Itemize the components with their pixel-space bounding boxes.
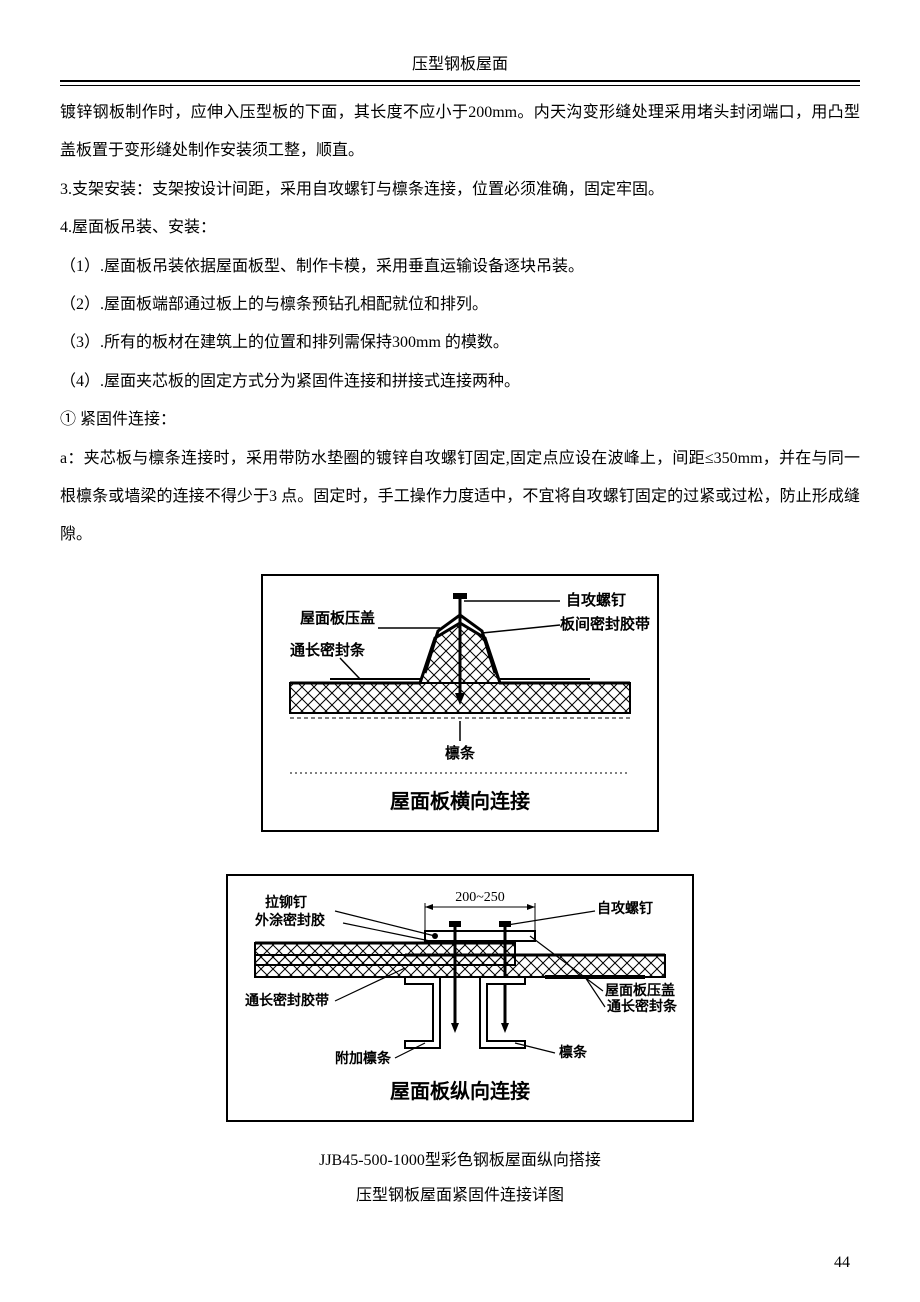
figure2-title: 屋面板纵向连接 bbox=[390, 1079, 530, 1103]
paragraph: a：夹芯板与檩条连接时，采用带防水垫圈的镀锌自攻螺钉固定,固定点应设在波峰上，间… bbox=[60, 440, 860, 555]
figure-caption-line1: JJB45-500-1000型彩色钢板屋面纵向搭接 bbox=[60, 1143, 860, 1178]
body-text: 镀锌钢板制作时，应伸入压型板的下面，其长度不应小于200mm。内天沟变形缝处理采… bbox=[60, 94, 860, 555]
diagram-longitudinal-connection: 200~250 拉铆钉 外涂密封胶 自攻螺钉 bbox=[225, 873, 695, 1123]
paragraph: （2）.屋面板端部通过板上的与檩条预钻孔相配就位和排列。 bbox=[60, 286, 860, 324]
label-rivet: 拉铆钉 bbox=[265, 894, 307, 911]
header-rule bbox=[60, 80, 860, 86]
paragraph: （4）.屋面夹芯板的固定方式分为紧固件连接和拼接式连接两种。 bbox=[60, 363, 860, 401]
paragraph: （1）.屋面板吊装依据屋面板型、制作卡模，采用垂直运输设备逐块吊装。 bbox=[60, 248, 860, 286]
paragraph: 镀锌钢板制作时，应伸入压型板的下面，其长度不应小于200mm。内天沟变形缝处理采… bbox=[60, 94, 860, 171]
figure-1: 自攻螺钉 屋面板压盖 板间密封胶带 通长密封条 檩条 屋面板横向连接 bbox=[60, 573, 860, 833]
document-page: 压型钢板屋面 镀锌钢板制作时，应伸入压型板的下面，其长度不应小于200mm。内天… bbox=[0, 0, 920, 1302]
label-cap2: 屋面板压盖 bbox=[605, 982, 675, 999]
diagram-transverse-connection: 自攻螺钉 屋面板压盖 板间密封胶带 通长密封条 檩条 屋面板横向连接 bbox=[260, 573, 660, 833]
page-number: 44 bbox=[834, 1254, 850, 1272]
dimension-text: 200~250 bbox=[455, 890, 505, 905]
paragraph: （3）.所有的板材在建筑上的位置和排列需保持300mm 的模数。 bbox=[60, 324, 860, 362]
label-add-purlin: 附加檩条 bbox=[335, 1050, 392, 1067]
label-screw: 自攻螺钉 bbox=[566, 591, 626, 609]
label-sealstrip2: 通长密封条 bbox=[607, 998, 678, 1015]
figure1-title: 屋面板横向连接 bbox=[390, 789, 530, 813]
label-screw2: 自攻螺钉 bbox=[597, 900, 653, 917]
label-purlin: 檩条 bbox=[445, 744, 476, 762]
label-tape: 板间密封胶带 bbox=[560, 615, 650, 633]
page-header-title: 压型钢板屋面 bbox=[60, 50, 860, 74]
paragraph: ① 紧固件连接： bbox=[60, 401, 860, 439]
label-tape2: 通长密封胶带 bbox=[245, 992, 329, 1009]
figure-2: 200~250 拉铆钉 外涂密封胶 自攻螺钉 bbox=[60, 873, 860, 1123]
figure-caption-line2: 压型钢板屋面紧固件连接详图 bbox=[60, 1178, 860, 1213]
label-purlin2: 檩条 bbox=[559, 1044, 588, 1061]
paragraph: 4.屋面板吊装、安装： bbox=[60, 209, 860, 247]
label-cap: 屋面板压盖 bbox=[300, 609, 375, 627]
label-sealant: 外涂密封胶 bbox=[255, 912, 325, 929]
paragraph: 3.支架安装：支架按设计间距，采用自攻螺钉与檩条连接，位置必须准确，固定牢固。 bbox=[60, 171, 860, 209]
label-seal-strip: 通长密封条 bbox=[290, 641, 366, 659]
